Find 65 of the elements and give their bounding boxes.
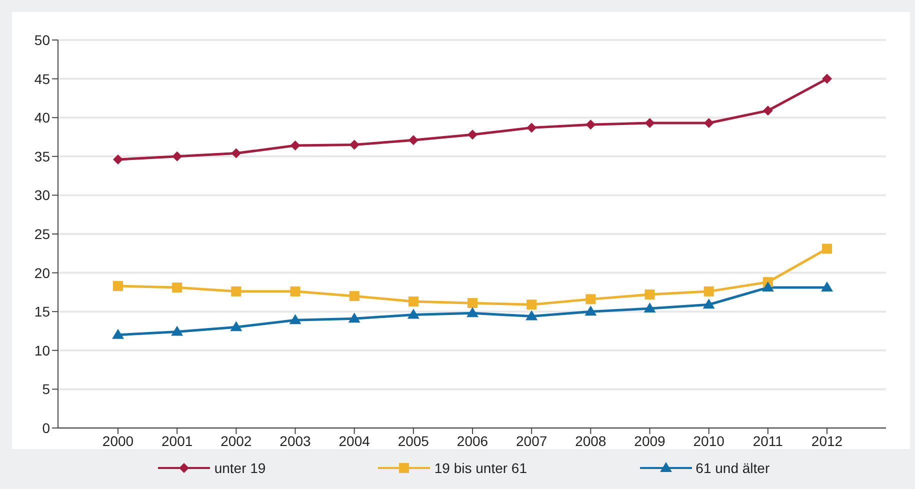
x-tick-label: 2001 — [162, 432, 193, 449]
point — [172, 282, 182, 293]
point — [231, 148, 242, 158]
point — [171, 326, 184, 336]
point — [231, 286, 242, 296]
point — [526, 300, 537, 310]
x-tick-label: 2007 — [516, 432, 548, 449]
point — [349, 140, 360, 150]
point — [407, 308, 420, 319]
x-tick-label: 2005 — [398, 432, 430, 449]
point — [526, 310, 538, 320]
point — [822, 74, 832, 84]
point — [704, 118, 714, 128]
y-tick-label: 25 — [34, 226, 50, 242]
point — [644, 302, 656, 312]
point — [230, 321, 242, 332]
x-tick-label: 2000 — [102, 432, 134, 449]
x-tick-label: 2003 — [280, 432, 312, 449]
point — [349, 291, 360, 302]
point — [290, 286, 300, 296]
x-tick-label: 2010 — [693, 432, 725, 449]
point — [526, 122, 537, 133]
point — [113, 280, 123, 291]
point — [644, 118, 655, 128]
point — [289, 314, 302, 324]
x-tick-label: 2004 — [338, 432, 370, 449]
point — [348, 312, 360, 323]
point — [762, 106, 773, 116]
legend-label: unter 19 — [214, 460, 266, 476]
point — [586, 120, 596, 130]
x-tick-label: 2002 — [220, 432, 252, 449]
x-tick-label: 2012 — [811, 432, 843, 449]
point — [702, 298, 715, 309]
point — [408, 135, 418, 146]
y-tick-label: 10 — [34, 342, 50, 358]
point — [408, 296, 418, 307]
point — [112, 328, 124, 339]
y-tick-label: 20 — [34, 264, 50, 281]
point — [584, 306, 597, 316]
y-tick-label: 30 — [34, 187, 50, 204]
y-tick-label: 40 — [34, 110, 50, 126]
x-tick-label: 2006 — [456, 432, 488, 449]
point — [644, 290, 655, 300]
point — [821, 282, 833, 292]
point — [704, 286, 714, 296]
legend-label: 19 bis unter 61 — [434, 460, 527, 476]
y-tick-label: 50 — [34, 32, 50, 48]
y-tick-label: 15 — [34, 304, 50, 320]
point — [762, 282, 774, 292]
y-tick-label: 35 — [34, 148, 50, 164]
point — [172, 151, 182, 162]
point — [466, 307, 478, 318]
point — [822, 244, 832, 254]
x-tick-label: 2009 — [634, 432, 666, 449]
y-tick-label: 45 — [34, 70, 50, 87]
x-tick-label: 2008 — [575, 432, 606, 449]
legend-label: 61 und älter — [696, 460, 770, 476]
y-tick-label: 0 — [42, 420, 50, 436]
y-tick-label: 5 — [42, 381, 50, 398]
point — [113, 154, 123, 165]
point — [468, 130, 478, 140]
point — [290, 140, 300, 151]
point — [586, 294, 596, 304]
x-tick-label: 2011 — [752, 432, 784, 449]
point — [468, 298, 478, 308]
